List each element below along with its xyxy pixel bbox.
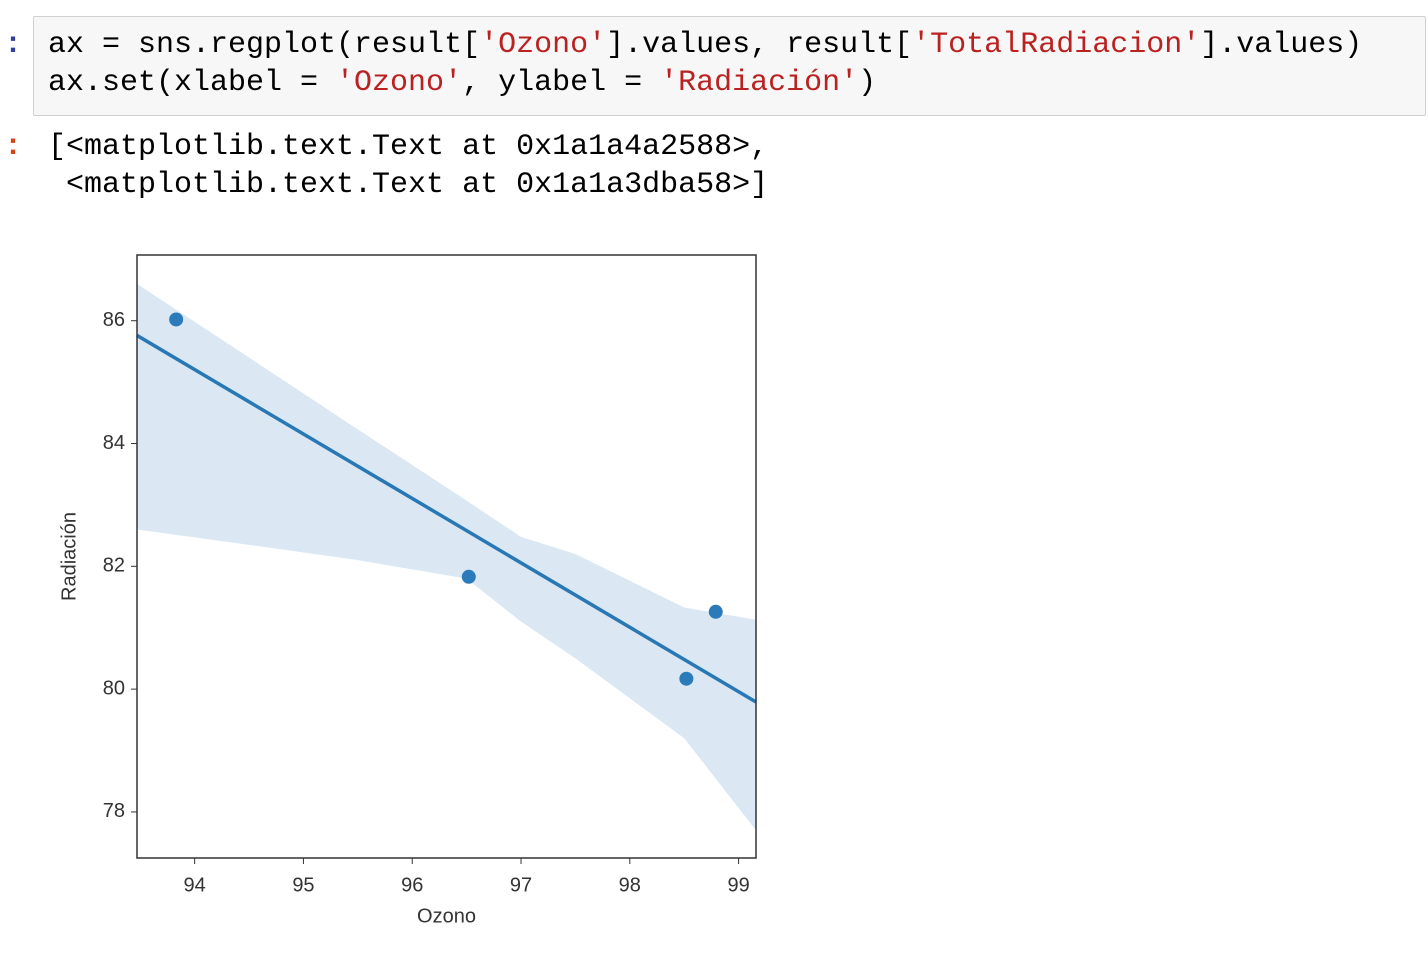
code-token: , ylabel =	[462, 66, 661, 100]
output-line: [<matplotlib.text.Text at 0x1a1a4a2588>,	[48, 130, 769, 164]
data-point	[708, 604, 723, 619]
y-tick-label: 84	[103, 432, 125, 454]
y-axis-label: Radiación	[58, 512, 80, 601]
y-tick-label: 80	[103, 677, 125, 699]
code-token: )	[858, 66, 877, 100]
x-axis-label: Ozono	[417, 905, 476, 927]
code-token: 'Ozono'	[480, 28, 607, 62]
code-token: ax.set(xlabel =	[48, 66, 337, 100]
code-line: ax = sns.regplot(result['Ozono'].values,…	[48, 28, 1362, 62]
x-tick-label: 99	[727, 874, 749, 896]
code-token: 'Radiación'	[660, 66, 859, 100]
x-tick-label: 94	[184, 874, 206, 896]
y-tick-label: 86	[103, 309, 125, 331]
output-line: <matplotlib.text.Text at 0x1a1a3dba58>]	[48, 168, 769, 202]
input-prompt: :	[4, 28, 23, 62]
x-tick-label: 96	[401, 874, 423, 896]
data-point	[169, 312, 184, 327]
code-token: ].values, result[	[606, 28, 913, 62]
x-tick-label: 95	[292, 874, 314, 896]
confidence-band	[137, 283, 756, 831]
code-cell[interactable]	[33, 16, 1426, 116]
y-tick-label: 82	[103, 555, 125, 577]
axes-frame	[136, 254, 757, 859]
output-prompt: :	[4, 130, 23, 164]
x-tick-label: 97	[510, 874, 532, 896]
data-point	[461, 569, 476, 584]
data-point	[679, 671, 694, 686]
code-token: ].values)	[1200, 28, 1363, 62]
code-token: 'TotalRadiacion'	[912, 28, 1201, 62]
regression-line	[136, 333, 757, 704]
code-line: ax.set(xlabel = 'Ozono', ylabel = 'Radia…	[48, 66, 876, 100]
x-tick-label: 98	[619, 874, 641, 896]
code-token: 'Ozono'	[336, 66, 463, 100]
code-token: ax = sns.regplot(result[	[48, 28, 481, 62]
y-tick-label: 78	[103, 800, 125, 822]
